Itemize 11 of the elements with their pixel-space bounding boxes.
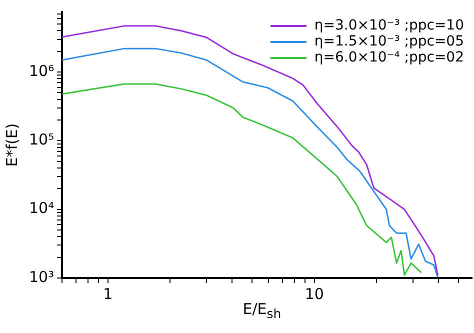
y-tick-label: 10⁶	[28, 62, 54, 80]
y-tick-label: 10⁴	[28, 199, 54, 218]
y-axis-title: E*f(E)	[2, 123, 21, 167]
legend-label: η=6.0×10⁻⁴ ;ppc=02	[314, 50, 464, 66]
legend-label: η=3.0×10⁻³ ;ppc=10	[314, 18, 464, 34]
legend-label: η=1.5×10⁻³ ;ppc=05	[314, 34, 464, 50]
x-tick-label: 10	[304, 284, 324, 303]
x-axis-title: E/E$_{sh}$	[242, 300, 282, 321]
y-tick-label: 10⁵	[28, 130, 54, 149]
x-tick-label: 1	[103, 284, 113, 303]
y-tick-label: 10³	[28, 268, 54, 286]
